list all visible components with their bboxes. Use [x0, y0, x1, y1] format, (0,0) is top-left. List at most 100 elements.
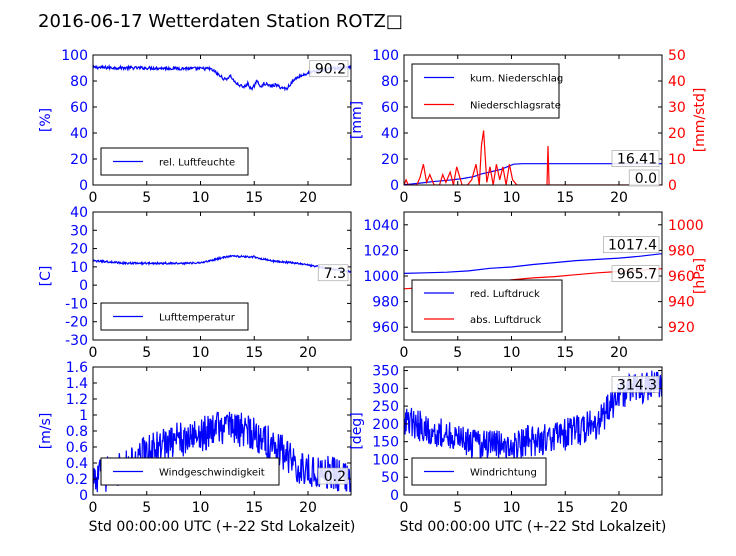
- y-tick-label-right: 30: [668, 100, 686, 116]
- x-tick-label: 0: [400, 345, 409, 361]
- value-annotation: 1017.4: [608, 238, 657, 254]
- x-tick-label: 5: [453, 500, 462, 516]
- y-tick-label: 1040: [363, 218, 399, 234]
- plot-frame: [92, 211, 352, 341]
- y-tick-label: 0: [390, 488, 399, 504]
- chart-panel-4: 0 5 10 15 20 960 980 1000 1020 1040 920 940 960 980 10…: [363, 211, 708, 361]
- y-axis-label-right: [mm/std]: [692, 88, 708, 153]
- x-tick-label: 15: [245, 190, 263, 206]
- x-tick-label: 20: [610, 500, 628, 516]
- y-axis-label: [%]: [38, 108, 54, 132]
- legend-label: Windrichtung: [470, 468, 537, 479]
- y-tick-label-right: 960: [668, 269, 695, 285]
- x-tick-label: 5: [142, 345, 151, 361]
- y-tick-label: 0: [79, 278, 88, 294]
- plot-frame: [403, 366, 663, 496]
- x-tick-label: 0: [89, 345, 98, 361]
- value-annotation: 965.7: [617, 267, 657, 283]
- plot-frame: [92, 54, 352, 186]
- value-annotation-box: [611, 376, 660, 393]
- y-tick-label-right: 40: [668, 74, 686, 90]
- y-tick-label: 980: [372, 295, 399, 311]
- y-tick-label: 50: [381, 470, 399, 486]
- y-tick-label: 1: [79, 408, 88, 424]
- series-line-1: [404, 370, 662, 463]
- y-tick-label: 300: [372, 381, 399, 397]
- y-tick-label: 250: [372, 399, 399, 415]
- x-axis-label: Std 00:00:00 UTC (+-22 Std Lokalzeit): [89, 519, 356, 535]
- chart-panel-5: 0 5 10 15 2000.20.40.60.811.21.41.6[m/s]Std …: [38, 360, 355, 535]
- legend-label: red. Luftdruck: [470, 289, 540, 300]
- value-annotation: 90.2: [315, 62, 346, 78]
- x-tick-label: 10: [192, 500, 210, 516]
- series-line-1: [93, 63, 351, 92]
- y-tick-label: 10: [70, 260, 88, 276]
- y-tick-label: 1.2: [66, 392, 88, 408]
- legend: [411, 63, 560, 119]
- y-tick-label: 0.4: [66, 456, 88, 472]
- x-tick-label: 20: [299, 190, 317, 206]
- y-tick-label-right: 1000: [668, 218, 704, 234]
- value-annotation-box: [611, 265, 660, 283]
- y-tick-label: 100: [372, 452, 399, 468]
- y-tick-label: 60: [381, 100, 399, 116]
- y-tick-label: -30: [65, 333, 88, 349]
- y-tick-label: 200: [372, 417, 399, 433]
- value-annotation: 314.3: [617, 377, 657, 393]
- y-axis-label: [deg]: [349, 412, 365, 449]
- value-annotation: 0.2: [324, 469, 346, 485]
- y-tick-label: 20: [70, 152, 88, 168]
- x-tick-label: 15: [556, 190, 574, 206]
- value-annotation-box: [309, 60, 349, 78]
- value-annotation-box: [628, 169, 660, 187]
- y-tick-label: 20: [70, 242, 88, 258]
- chart-panel-1: 0 5 10 15 20 0 20 40 60 80 100 [%] rel. Luftfeuchte 9…: [38, 48, 352, 206]
- y-tick-label-right: 50: [668, 48, 686, 64]
- legend: [411, 279, 563, 333]
- x-tick-label: 10: [192, 345, 210, 361]
- legend-label: Lufttemperatur: [159, 313, 236, 324]
- y-tick-label-right: 940: [668, 295, 695, 311]
- y-axis-label: [mm]: [349, 101, 365, 139]
- x-tick-label: 0: [89, 500, 98, 516]
- y-tick-label: 30: [70, 223, 88, 239]
- y-axis-label: [C]: [38, 266, 54, 287]
- x-tick-label: 20: [299, 345, 317, 361]
- y-tick-label: 0: [79, 488, 88, 504]
- y-tick-label: 40: [381, 126, 399, 142]
- y-tick-label: 100: [372, 48, 399, 64]
- y-tick-label: 60: [70, 100, 88, 116]
- x-tick-label: 20: [610, 345, 628, 361]
- x-tick-label: 5: [453, 345, 462, 361]
- x-tick-label: 10: [503, 345, 521, 361]
- y-tick-label: 40: [70, 126, 88, 142]
- legend-label: Niederschlagsrate: [470, 101, 561, 112]
- legend: [100, 457, 280, 486]
- x-tick-label: 20: [299, 500, 317, 516]
- x-tick-label: 5: [142, 500, 151, 516]
- x-tick-label: 20: [610, 190, 628, 206]
- y-tick-label: 0: [390, 178, 399, 194]
- x-tick-label: 10: [503, 500, 521, 516]
- y-axis-label-right: [hPa]: [692, 258, 708, 294]
- y-tick-label: 20: [381, 152, 399, 168]
- series-line-1: [93, 254, 351, 273]
- page-title: 2016-06-17 Wetterdaten Station ROTZ□: [38, 11, 403, 32]
- y-tick-label: -10: [65, 296, 88, 312]
- value-annotation-box: [611, 150, 660, 167]
- y-tick-label-right: 0: [668, 178, 677, 194]
- y-tick-label-right: 10: [668, 152, 686, 168]
- legend-label: Windgeschwindigkeit: [159, 468, 265, 479]
- y-tick-label: 0.2: [66, 472, 88, 488]
- y-tick-label: 960: [372, 320, 399, 336]
- y-tick-label: 0: [79, 178, 88, 194]
- value-annotation: 7.3: [324, 266, 346, 282]
- x-axis-label: Std 00:00:00 UTC (+-22 Std Lokalzeit): [400, 519, 667, 535]
- series-line-1: [404, 163, 662, 185]
- value-annotation-box: [317, 264, 349, 282]
- x-tick-label: 15: [245, 500, 263, 516]
- chart-panel-3: 0 5 10 15 20 -30 -20 -10 0 10 20 30 40 [C] Lufttempera…: [38, 205, 352, 361]
- y-tick-label: 350: [372, 364, 399, 380]
- legend-label: rel. Luftfeuchte: [159, 158, 235, 169]
